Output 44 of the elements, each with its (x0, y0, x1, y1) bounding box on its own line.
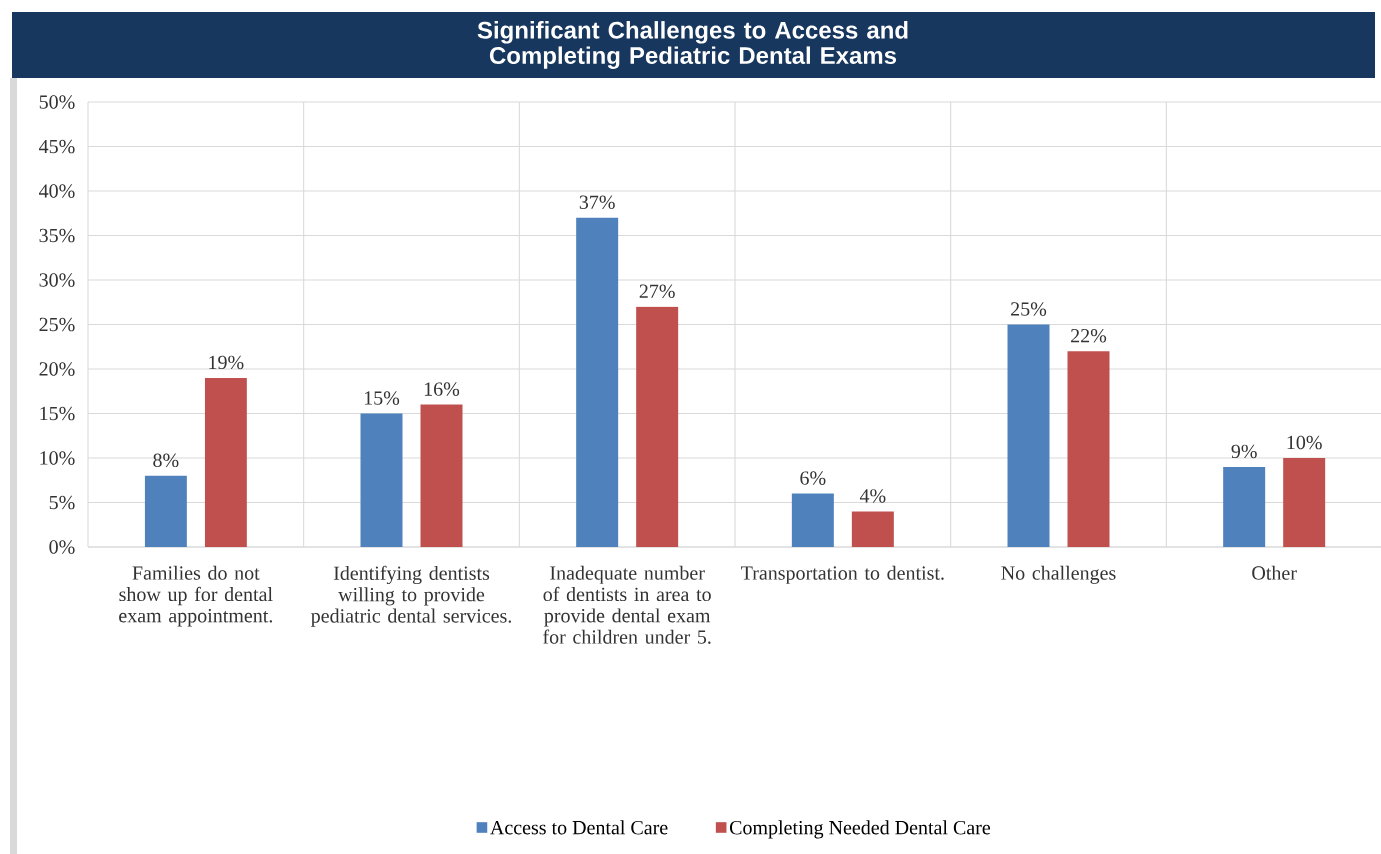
y-tick-label: 50% (39, 95, 75, 109)
data-label: 6% (800, 471, 826, 485)
bar (1007, 324, 1050, 548)
bar (1223, 466, 1266, 548)
data-label: 22% (1071, 328, 1107, 343)
x-tick-label: Inadequate number of dentists in area to provide dental exam for children under 5. (543, 565, 711, 644)
x-tick-label: Transportation to dentist. (741, 565, 944, 584)
data-label: 37% (579, 195, 615, 210)
y-tick-label: 15% (40, 406, 75, 421)
chart-title: Significant Challenges to Access and Completing Pediatric Dental Exams (477, 21, 908, 69)
y-tick-label: 20% (39, 362, 75, 376)
data-label: 27% (639, 284, 675, 299)
bar (1283, 458, 1326, 548)
x-tick-label: Identifying dentists willing to provide pediatric dental services. (311, 565, 511, 627)
y-tick-label: 10% (40, 451, 75, 465)
y-tick-label: 5% (49, 495, 75, 510)
y-tick-label: 40% (39, 184, 75, 198)
data-label: 9% (1231, 444, 1257, 459)
y-tick-label: 25% (39, 317, 75, 332)
bar (1067, 351, 1110, 548)
y-tick-label: 0% (49, 540, 75, 554)
legend-label: Access to Dental Care (490, 820, 668, 835)
x-tick-label: Families do not show up for dental exam appointment. (119, 565, 273, 627)
x-tick-label: Other (1252, 565, 1297, 580)
bar (420, 404, 463, 548)
bar (144, 475, 187, 548)
data-label: 4% (859, 489, 886, 503)
bar (791, 493, 834, 548)
data-label: 10% (1287, 435, 1322, 450)
x-tick-label: No challenges (1001, 565, 1116, 584)
bar (204, 377, 247, 548)
data-label: 16% (424, 382, 460, 396)
bar (576, 217, 619, 548)
y-tick-label: 30% (39, 273, 75, 287)
bar (851, 511, 894, 548)
data-label: 8% (153, 453, 179, 468)
y-tick-label: 45% (39, 139, 75, 154)
legend-label: Completing Needed Dental Care (729, 820, 991, 839)
data-label: 15% (364, 391, 400, 405)
data-label: 25% (1011, 302, 1047, 316)
bar (360, 413, 403, 548)
bar (636, 306, 679, 548)
y-tick-label: 35% (39, 228, 75, 243)
data-label: 19% (209, 355, 244, 370)
